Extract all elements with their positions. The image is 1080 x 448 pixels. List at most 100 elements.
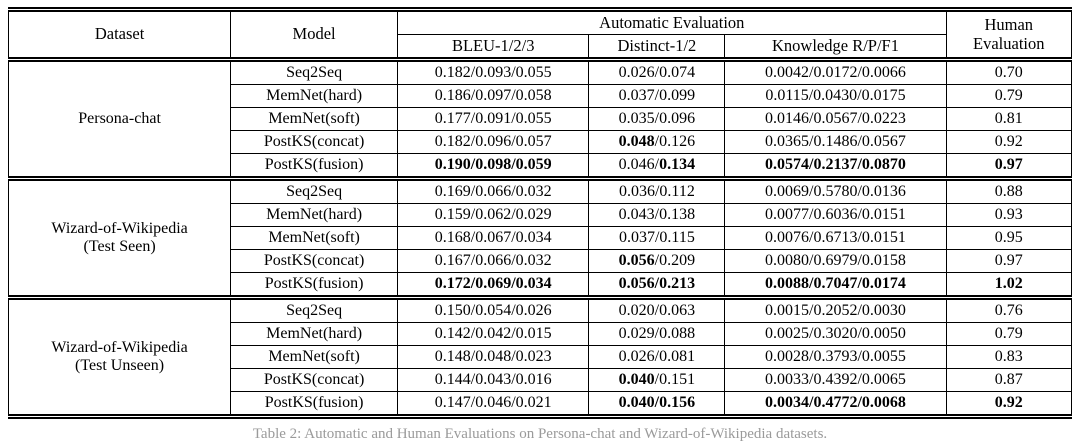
bleu-cell: 0.186/0.097/0.058: [397, 84, 590, 108]
distinct-cell: 0.026/0.074: [588, 59, 726, 85]
knowledge-cell: 0.0574/0.2137/0.0870: [724, 153, 947, 181]
model-cell: MemNet(soft): [230, 226, 399, 250]
table-row: Wizard-of-Wikipedia (Test Seen) Seq2Seq 0.1…: [7, 178, 1073, 300]
model-cell: MemNet(hard): [230, 84, 399, 108]
distinct-cell: 0.035/0.096: [588, 107, 726, 131]
bleu-cell: 0.148/0.048/0.023: [397, 345, 590, 369]
dataset-cell: Wizard-of-Wikipedia (Test Seen): [7, 178, 232, 300]
knowledge-cell: 0.0088/0.7047/0.0174: [724, 272, 947, 300]
table-row: MemNet(hard) 0.142/0.042/0.015 0.029/0.088…: [9, 322, 1073, 346]
table-body: Persona-chat Seq2Seq 0.182/0.093/0.055 0.02…: [7, 59, 1073, 419]
dataset-cell: Wizard-of-Wikipedia (Test Unseen): [7, 297, 232, 419]
distinct-cell: 0.037/0.115: [588, 226, 726, 250]
table-row: PostKS(fusion) 0.172/0.069/0.034 0.056/0.2…: [9, 272, 1073, 300]
human-cell: 1.02: [945, 272, 1073, 300]
distinct-cell: 0.056/0.209: [588, 249, 726, 273]
knowledge-cell: 0.0028/0.3793/0.0055: [724, 345, 947, 369]
table-row: MemNet(hard) 0.186/0.097/0.058 0.037/0.099…: [9, 84, 1073, 108]
knowledge-cell: 0.0033/0.4392/0.0065: [724, 368, 947, 392]
knowledge-cell: 0.0115/0.0430/0.0175: [724, 84, 947, 108]
model-cell: PostKS(concat): [230, 249, 399, 273]
header-row-2: BLEU-1/2/3 Distinct-1/2 Knowledge R/P/F1: [9, 34, 1072, 62]
bleu-cell: 0.169/0.066/0.032: [397, 178, 590, 204]
model-cell: MemNet(hard): [230, 203, 399, 227]
knowledge-cell: 0.0080/0.6979/0.0158: [724, 249, 947, 273]
model-cell: PostKS(concat): [230, 368, 399, 392]
distinct-cell: 0.048/0.126: [588, 130, 726, 154]
distinct-cell: 0.043/0.138: [588, 203, 726, 227]
model-cell: MemNet(hard): [230, 322, 399, 346]
knowledge-cell: 0.0365/0.1486/0.0567: [724, 130, 947, 154]
distinct-cell: 0.056/0.213: [588, 272, 726, 300]
knowledge-cell: 0.0025/0.3020/0.0050: [724, 322, 947, 346]
table-row: PostKS(concat) 0.144/0.043/0.016 0.040/0.1…: [9, 368, 1073, 392]
header-dataset: Dataset: [7, 9, 232, 62]
distinct-cell: 0.040/0.151: [588, 368, 726, 392]
header-row-1: Dataset Model Automatic Evaluation Human…: [7, 9, 1073, 62]
model-cell: Seq2Seq: [230, 297, 399, 323]
bleu-cell: 0.182/0.096/0.057: [397, 130, 590, 154]
bleu-cell: 0.147/0.046/0.021: [397, 391, 590, 419]
distinct-cell: 0.029/0.088: [588, 322, 726, 346]
bleu-cell: 0.167/0.066/0.032: [397, 249, 590, 273]
header-model: Model: [230, 9, 399, 62]
bleu-cell: 0.190/0.098/0.059: [397, 153, 590, 181]
knowledge-cell: 0.0069/0.5780/0.0136: [724, 178, 947, 204]
table-row: MemNet(soft) 0.148/0.048/0.023 0.026/0.081…: [9, 345, 1073, 369]
bleu-cell: 0.182/0.093/0.055: [397, 59, 590, 85]
distinct-cell: 0.040/0.156: [588, 391, 726, 419]
table-row: PostKS(fusion) 0.147/0.046/0.021 0.040/0.1…: [9, 391, 1073, 419]
human-cell: 0.79: [945, 322, 1073, 346]
table-row: PostKS(fusion) 0.190/0.098/0.059 0.046/0.1…: [9, 153, 1073, 181]
model-cell: MemNet(soft): [230, 345, 399, 369]
model-cell: PostKS(fusion): [230, 153, 399, 181]
model-cell: Seq2Seq: [230, 178, 399, 204]
header-human-evaluation: Human Evaluation: [945, 9, 1073, 62]
human-cell: 0.97: [945, 249, 1073, 273]
knowledge-cell: 0.0076/0.6713/0.0151: [724, 226, 947, 250]
table-row: MemNet(soft) 0.177/0.091/0.055 0.035/0.096…: [9, 107, 1073, 131]
human-cell: 0.70: [945, 59, 1073, 85]
header-human-line1: Human: [984, 14, 1034, 34]
dataset-cell: Persona-chat: [7, 59, 232, 181]
bleu-cell: 0.159/0.062/0.029: [397, 203, 590, 227]
bleu-cell: 0.168/0.067/0.034: [397, 226, 590, 250]
human-cell: 0.93: [945, 203, 1073, 227]
header-knowledge: Knowledge R/P/F1: [724, 34, 947, 62]
human-cell: 0.88: [945, 178, 1073, 204]
table-row: PostKS(concat) 0.167/0.066/0.032 0.056/0.2…: [9, 249, 1073, 273]
bleu-cell: 0.177/0.091/0.055: [397, 107, 590, 131]
model-cell: PostKS(fusion): [230, 272, 399, 300]
bleu-cell: 0.144/0.043/0.016: [397, 368, 590, 392]
human-cell: 0.95: [945, 226, 1073, 250]
bleu-cell: 0.172/0.069/0.034: [397, 272, 590, 300]
model-cell: MemNet(soft): [230, 107, 399, 131]
distinct-cell: 0.026/0.081: [588, 345, 726, 369]
table-header: Dataset Model Automatic Evaluation Human…: [7, 9, 1073, 62]
model-cell: Seq2Seq: [230, 59, 399, 85]
human-cell: 0.76: [945, 297, 1073, 323]
header-distinct: Distinct-1/2: [588, 34, 726, 62]
knowledge-cell: 0.0077/0.6036/0.0151: [724, 203, 947, 227]
human-cell: 0.92: [945, 130, 1073, 154]
knowledge-cell: 0.0146/0.0567/0.0223: [724, 107, 947, 131]
bleu-cell: 0.150/0.054/0.026: [397, 297, 590, 323]
table-caption: Table 2: Automatic and Human Evaluations…: [252, 426, 828, 442]
bleu-cell: 0.142/0.042/0.015: [397, 322, 590, 346]
header-bleu: BLEU-1/2/3: [397, 34, 590, 62]
human-cell: 0.92: [945, 391, 1073, 419]
table-row: PostKS(concat) 0.182/0.096/0.057 0.048/0.1…: [9, 130, 1073, 154]
table-row: MemNet(soft) 0.168/0.067/0.034 0.037/0.115…: [9, 226, 1073, 250]
human-cell: 0.81: [945, 107, 1073, 131]
header-human-line2: Evaluation: [973, 33, 1045, 53]
header-automatic-evaluation: Automatic Evaluation: [397, 9, 947, 35]
model-cell: PostKS(concat): [230, 130, 399, 154]
distinct-cell: 0.036/0.112: [588, 178, 726, 204]
knowledge-cell: 0.0042/0.0172/0.0066: [724, 59, 947, 85]
human-cell: 0.87: [945, 368, 1073, 392]
knowledge-cell: 0.0034/0.4772/0.0068: [724, 391, 947, 419]
table-row: Persona-chat Seq2Seq 0.182/0.093/0.055 0.02…: [7, 59, 1073, 181]
human-cell: 0.97: [945, 153, 1073, 181]
results-table-wrapper: Dataset Model Automatic Evaluation Human…: [7, 7, 1073, 419]
